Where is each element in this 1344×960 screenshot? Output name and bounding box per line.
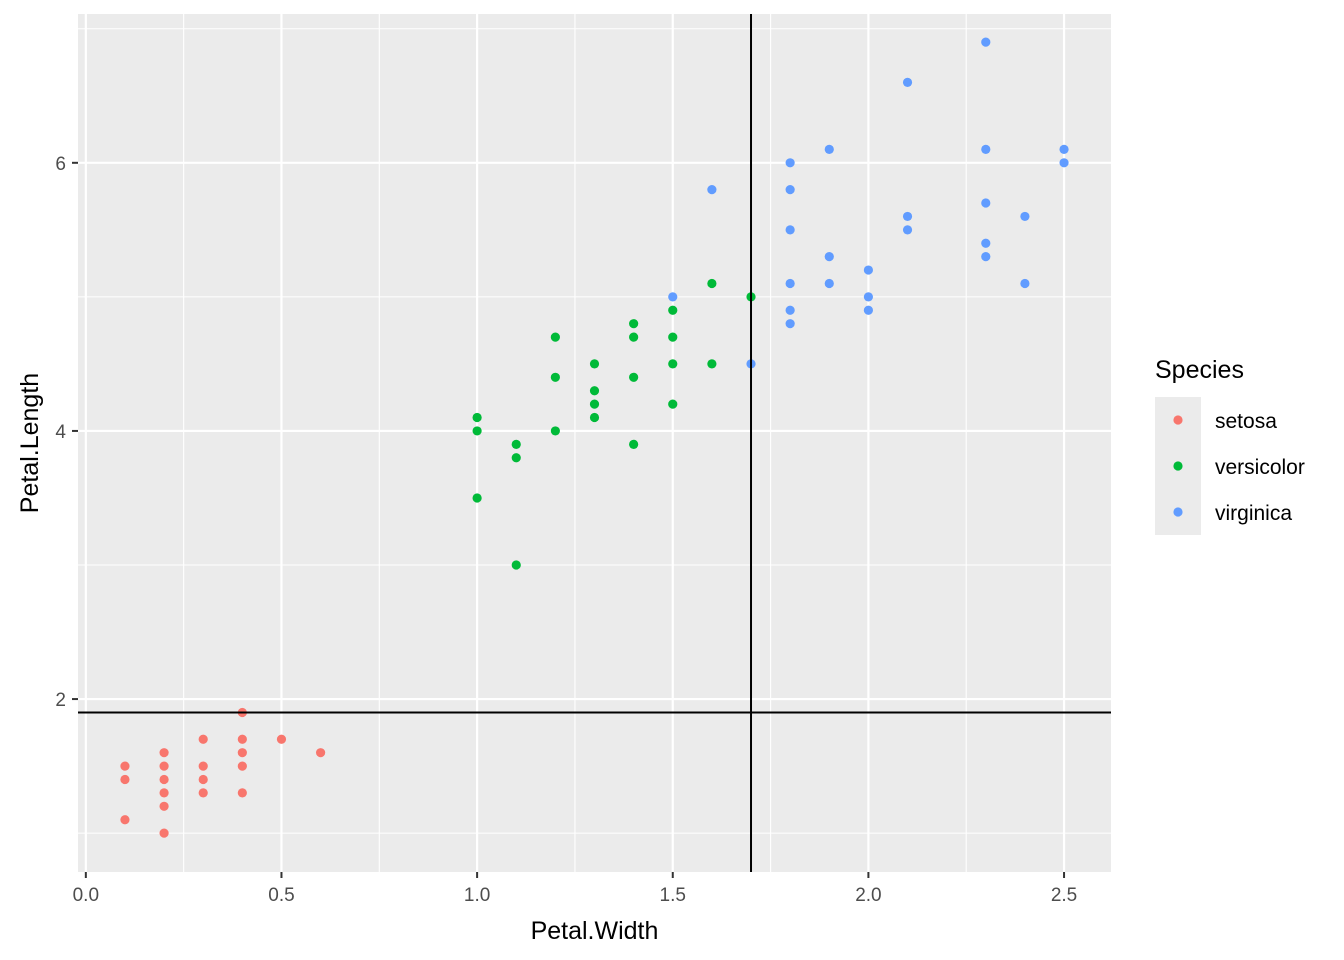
point-virginica	[902, 211, 913, 222]
legend-label-setosa: setosa	[1215, 410, 1277, 433]
point-virginica	[668, 292, 678, 302]
major-gridlines	[78, 14, 1111, 872]
point-versicolor	[511, 439, 521, 449]
point-virginica	[902, 225, 913, 235]
point-virginica	[863, 292, 874, 302]
point-versicolor	[668, 305, 678, 315]
point-versicolor	[589, 412, 600, 423]
point-virginica	[707, 185, 717, 195]
point-virginica	[981, 238, 991, 248]
point-setosa	[198, 788, 208, 798]
point-versicolor	[629, 439, 639, 449]
point-setosa	[159, 801, 169, 811]
point-versicolor	[550, 372, 560, 382]
point-versicolor	[511, 453, 521, 463]
point-setosa	[159, 761, 169, 771]
data-points	[120, 37, 1069, 838]
x-tick-label: 0.5	[268, 885, 294, 906]
point-versicolor	[668, 399, 678, 409]
y-tick-label: 2	[55, 690, 66, 711]
point-virginica	[863, 265, 874, 275]
point-versicolor	[550, 426, 560, 436]
point-virginica	[902, 77, 913, 87]
point-setosa	[237, 761, 247, 771]
point-setosa	[159, 748, 169, 758]
x-axis: 0.0 0.5 1.0 1.5 2.0 2.5	[73, 872, 1077, 906]
point-versicolor	[707, 278, 717, 289]
point-versicolor	[629, 372, 639, 382]
x-tick-label: 1.5	[660, 885, 686, 906]
point-virginica	[785, 158, 795, 168]
legend-title: Species	[1155, 356, 1244, 384]
point-virginica	[1059, 158, 1069, 168]
point-virginica	[981, 37, 991, 47]
point-virginica	[1020, 211, 1030, 222]
point-versicolor	[550, 332, 560, 342]
point-virginica	[863, 305, 874, 315]
point-virginica	[981, 252, 991, 262]
point-versicolor	[589, 359, 600, 369]
point-versicolor	[472, 412, 482, 423]
x-tick-label: 1.0	[464, 885, 490, 906]
point-versicolor	[707, 359, 717, 369]
x-axis-title: Petal.Width	[531, 917, 659, 945]
point-virginica	[785, 185, 795, 195]
point-setosa	[315, 748, 326, 758]
legend-symbol-setosa	[1173, 415, 1183, 425]
point-setosa	[237, 788, 247, 798]
point-virginica	[824, 278, 834, 289]
point-versicolor	[668, 359, 678, 369]
point-versicolor	[629, 332, 639, 342]
point-setosa	[159, 788, 169, 798]
point-virginica	[981, 144, 991, 155]
point-versicolor	[511, 560, 521, 570]
point-virginica	[785, 225, 795, 235]
point-setosa	[198, 761, 208, 771]
point-versicolor	[472, 493, 482, 503]
legend: Species setosa versicolor virginica	[1155, 356, 1305, 535]
point-setosa	[159, 774, 169, 785]
y-tick-label: 4	[55, 422, 66, 443]
point-versicolor	[589, 399, 600, 409]
point-setosa	[120, 815, 130, 825]
point-setosa	[237, 748, 247, 758]
point-virginica	[785, 305, 795, 315]
point-setosa	[237, 734, 247, 744]
minor-gridlines	[78, 14, 1111, 872]
legend-label-virginica: virginica	[1215, 502, 1292, 525]
legend-symbol-virginica	[1173, 507, 1183, 517]
x-tick-label: 0.0	[73, 885, 99, 906]
point-virginica	[1020, 278, 1030, 289]
point-setosa	[198, 774, 208, 785]
point-setosa	[120, 774, 130, 785]
point-virginica	[824, 252, 834, 262]
point-virginica	[824, 144, 834, 155]
point-virginica	[981, 198, 991, 208]
y-axis: 2 4 6	[55, 154, 78, 711]
legend-label-versicolor: versicolor	[1215, 456, 1305, 479]
point-setosa	[276, 734, 287, 744]
point-virginica	[785, 319, 795, 329]
plot-panel	[78, 14, 1111, 872]
point-virginica	[1059, 144, 1069, 155]
reference-lines	[78, 14, 1111, 872]
y-tick-label: 6	[55, 154, 66, 175]
point-virginica	[785, 278, 795, 289]
point-versicolor	[629, 319, 639, 329]
point-versicolor	[589, 386, 600, 396]
point-versicolor	[668, 332, 678, 342]
point-setosa	[159, 828, 169, 838]
legend-symbol-versicolor	[1173, 461, 1183, 471]
point-versicolor	[472, 426, 482, 436]
y-axis-title: Petal.Length	[16, 373, 44, 513]
point-setosa	[198, 734, 208, 744]
point-setosa	[120, 761, 130, 771]
x-tick-label: 2.0	[855, 885, 881, 906]
x-tick-label: 2.5	[1051, 885, 1077, 906]
